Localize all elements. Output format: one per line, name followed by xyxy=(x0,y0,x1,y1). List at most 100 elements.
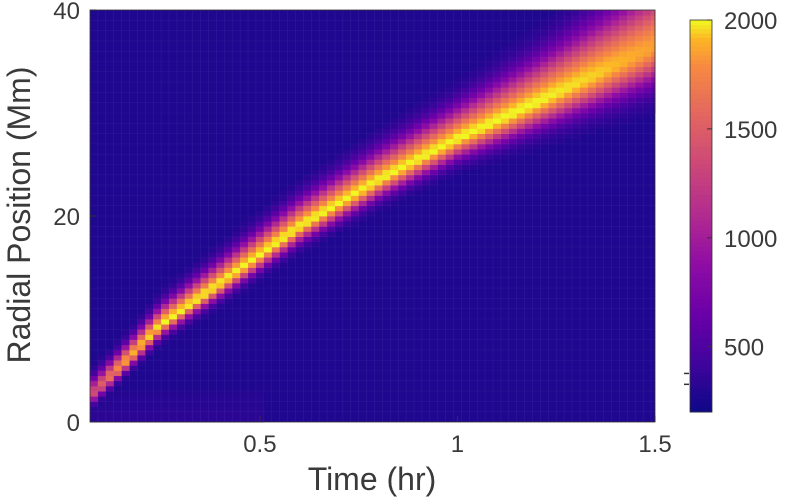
heatmap-cell xyxy=(169,406,178,413)
heatmap-cell xyxy=(564,92,573,98)
heatmap-cell xyxy=(627,20,636,26)
heatmap-cell xyxy=(208,246,217,253)
heatmap-cell xyxy=(129,411,138,418)
heatmap-cell xyxy=(572,133,581,140)
heatmap-cell xyxy=(651,107,656,114)
heatmap-cell xyxy=(485,102,494,109)
heatmap-cell xyxy=(255,401,265,407)
heatmap-cell xyxy=(248,221,257,227)
heatmap-cell xyxy=(437,174,446,181)
heatmap-cell xyxy=(540,40,549,47)
heatmap-cell xyxy=(224,293,233,299)
heatmap-cell xyxy=(516,143,526,150)
heatmap-cell xyxy=(540,113,549,119)
heatmap-cell xyxy=(556,76,565,83)
heatmap-cell xyxy=(627,25,636,31)
heatmap-cell xyxy=(176,319,186,325)
colorbar-segment xyxy=(690,381,712,387)
heatmap-cell xyxy=(366,200,375,207)
heatmap-cell xyxy=(145,391,154,397)
heatmap-cell xyxy=(429,164,439,171)
heatmap-cell xyxy=(508,46,518,52)
heatmap-cell xyxy=(350,190,360,196)
heatmap-cell xyxy=(532,46,541,52)
heatmap-cell xyxy=(508,82,518,88)
heatmap-cell xyxy=(572,46,581,52)
heatmap-cell xyxy=(587,46,597,52)
heatmap-cell xyxy=(184,303,194,310)
heatmap-cell xyxy=(240,252,249,258)
heatmap-cell xyxy=(508,149,518,155)
heatmap-cell xyxy=(342,185,352,191)
heatmap-cell xyxy=(477,66,486,73)
heatmap-cell xyxy=(643,35,652,42)
heatmap-cell xyxy=(437,107,446,114)
heatmap-cell xyxy=(635,25,644,31)
heatmap-cell xyxy=(651,20,656,26)
heatmap-cell xyxy=(271,216,281,222)
heatmap-cell xyxy=(342,210,352,217)
heatmap-cell xyxy=(169,411,178,418)
heatmap-cell xyxy=(105,385,115,392)
heatmap-cell xyxy=(208,308,217,315)
heatmap-cell xyxy=(485,92,494,98)
x-axis-label: Time (hr) xyxy=(308,461,437,497)
heatmap-cell xyxy=(255,252,265,258)
heatmap-cell xyxy=(413,164,423,171)
heatmap-cell xyxy=(532,138,541,145)
heatmap-cell xyxy=(358,179,367,186)
heatmap-cell xyxy=(279,221,288,227)
heatmap-cell xyxy=(319,231,328,237)
colorbar-segment xyxy=(690,355,712,361)
heatmap-cell xyxy=(97,406,107,413)
heatmap-cell xyxy=(279,257,288,263)
heatmap-cell xyxy=(390,128,399,134)
heatmap-cell xyxy=(184,277,194,284)
heatmap-cell xyxy=(184,288,194,294)
heatmap-cell xyxy=(445,118,454,124)
heatmap-cell xyxy=(493,138,502,145)
heatmap-cell xyxy=(524,92,533,98)
heatmap-cell xyxy=(169,308,178,315)
heatmap-cell xyxy=(508,97,518,104)
heatmap-cell xyxy=(524,118,533,124)
heatmap-cell xyxy=(651,76,656,83)
heatmap-cell xyxy=(548,51,557,57)
heatmap-cell xyxy=(595,25,605,31)
heatmap-cell xyxy=(579,87,589,93)
heatmap-cell xyxy=(169,329,178,335)
heatmap-cell xyxy=(255,406,265,413)
heatmap-cell xyxy=(255,231,265,237)
heatmap-cell xyxy=(398,128,407,134)
heatmap-cell xyxy=(224,236,233,243)
heatmap-cell xyxy=(627,82,636,88)
heatmap-cell xyxy=(516,123,526,129)
colorbar-segment xyxy=(690,220,712,226)
heatmap-cell xyxy=(129,329,138,335)
heatmap-cell xyxy=(429,169,439,176)
heatmap-cell xyxy=(500,92,510,98)
heatmap-cell xyxy=(184,324,194,330)
heatmap-cell xyxy=(524,51,533,57)
heatmap-cell xyxy=(413,190,423,196)
heatmap-cell xyxy=(619,107,628,114)
heatmap-cell xyxy=(493,76,502,83)
heatmap-cell xyxy=(200,313,209,320)
heatmap-cell xyxy=(169,416,178,423)
heatmap-cell xyxy=(532,113,541,119)
heatmap-cell xyxy=(413,133,423,140)
heatmap-cell xyxy=(548,56,557,62)
heatmap-cell xyxy=(105,411,115,418)
heatmap-cell xyxy=(192,288,202,294)
heatmap-cell xyxy=(398,185,407,191)
heatmap-cell xyxy=(176,298,186,304)
heatmap-cell xyxy=(97,416,107,423)
heatmap-cell xyxy=(137,416,146,423)
heatmap-cell xyxy=(216,246,225,253)
heatmap-cell xyxy=(477,82,486,88)
heatmap-cell xyxy=(153,401,162,407)
heatmap-cell xyxy=(358,154,367,160)
heatmap-cell xyxy=(524,97,533,104)
heatmap-cell xyxy=(113,344,123,351)
heatmap-cell xyxy=(635,30,644,37)
